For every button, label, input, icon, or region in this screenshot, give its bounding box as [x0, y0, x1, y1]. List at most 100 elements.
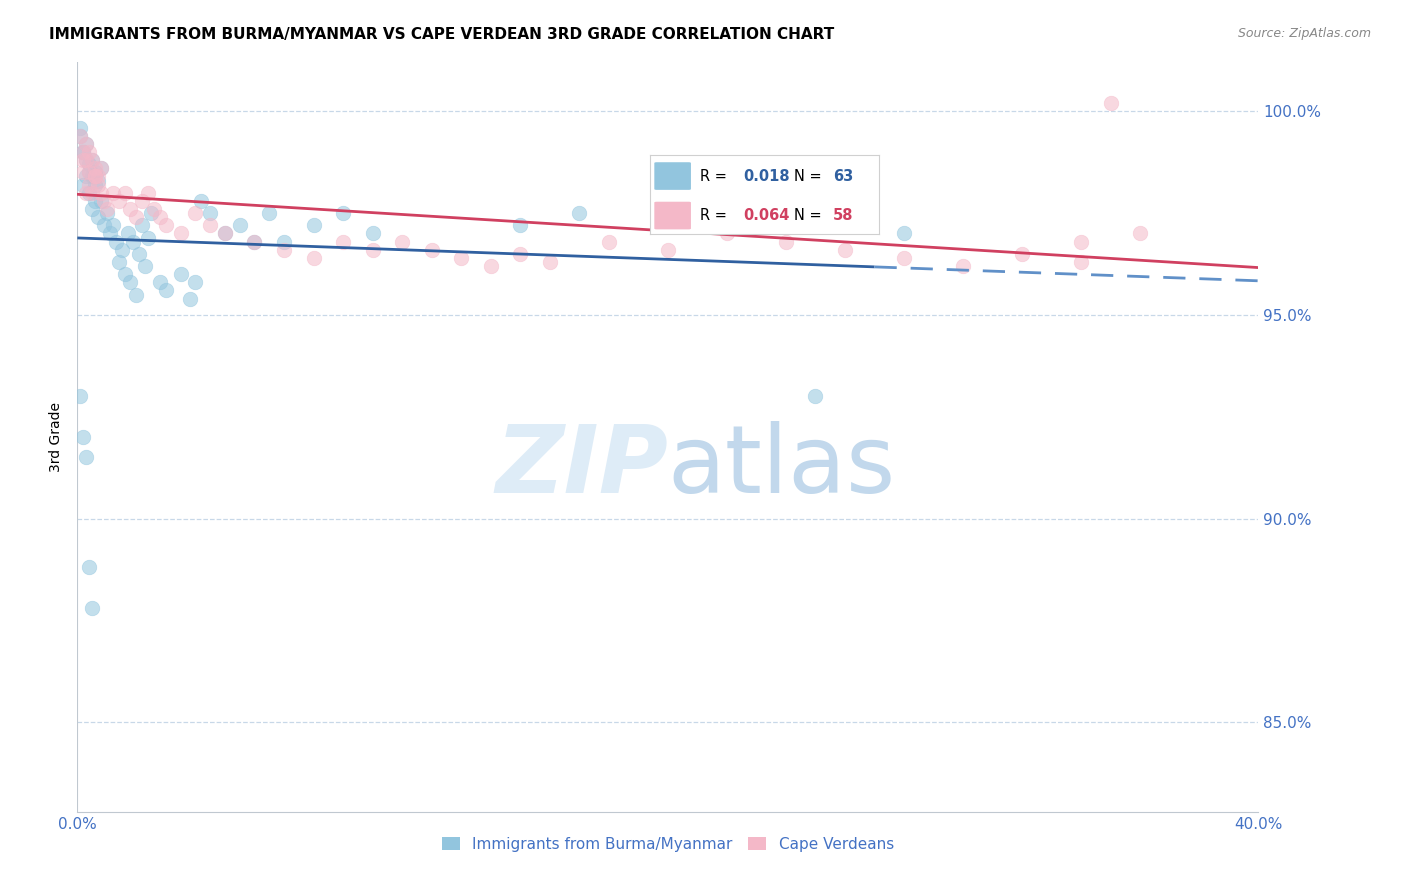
Point: [107, 255, 129, 269]
Point: [82, 601, 104, 615]
Text: atlas: atlas: [668, 421, 896, 513]
Point: [84, 161, 107, 176]
Text: 63: 63: [832, 169, 853, 184]
Point: [149, 210, 172, 224]
Point: [155, 219, 177, 233]
Point: [1099, 96, 1122, 111]
Point: [657, 219, 679, 233]
Point: [82, 169, 104, 184]
Point: [1129, 227, 1152, 241]
Point: [96, 202, 118, 216]
Point: [143, 202, 166, 216]
Point: [75, 153, 97, 168]
Point: [214, 227, 236, 241]
Point: [893, 251, 915, 265]
Point: [361, 243, 384, 257]
Point: [75, 450, 97, 465]
Point: [509, 219, 531, 233]
FancyBboxPatch shape: [654, 162, 690, 190]
Point: [114, 186, 136, 200]
Point: [72, 165, 94, 179]
Point: [98, 227, 121, 241]
Point: [273, 235, 295, 249]
Point: [107, 194, 129, 208]
Text: N =: N =: [794, 208, 821, 223]
Y-axis label: 3rd Grade: 3rd Grade: [49, 402, 63, 472]
Point: [136, 186, 159, 200]
Point: [82, 153, 104, 168]
Point: [87, 169, 110, 184]
Point: [538, 255, 561, 269]
Point: [243, 235, 266, 249]
Point: [141, 206, 163, 220]
Point: [450, 251, 472, 265]
Point: [657, 243, 679, 257]
Text: Source: ZipAtlas.com: Source: ZipAtlas.com: [1237, 27, 1371, 40]
Point: [84, 178, 107, 192]
Point: [200, 219, 222, 233]
Point: [90, 194, 112, 208]
Point: [170, 267, 193, 281]
Legend: Immigrants from Burma/Myanmar, Cape Verdeans: Immigrants from Burma/Myanmar, Cape Verd…: [436, 830, 900, 858]
Point: [568, 206, 591, 220]
Point: [190, 194, 212, 208]
Point: [214, 227, 236, 241]
Point: [179, 292, 201, 306]
Point: [90, 161, 112, 176]
Point: [77, 157, 100, 171]
Point: [77, 178, 100, 192]
Point: [101, 219, 124, 233]
Point: [273, 243, 295, 257]
Point: [131, 194, 153, 208]
Point: [120, 202, 142, 216]
Point: [155, 284, 177, 298]
Point: [111, 243, 132, 257]
Point: [149, 276, 172, 290]
Point: [75, 136, 97, 151]
Point: [184, 206, 207, 220]
Point: [69, 128, 91, 143]
Point: [84, 169, 107, 184]
Point: [1011, 247, 1033, 261]
Text: 0.064: 0.064: [744, 208, 790, 223]
Text: IMMIGRANTS FROM BURMA/MYANMAR VS CAPE VERDEAN 3RD GRADE CORRELATION CHART: IMMIGRANTS FROM BURMA/MYANMAR VS CAPE VE…: [49, 27, 834, 42]
Point: [893, 227, 915, 241]
Point: [716, 227, 738, 241]
Point: [952, 259, 974, 273]
Point: [1070, 255, 1092, 269]
Text: 0.018: 0.018: [744, 169, 790, 184]
Point: [834, 243, 856, 257]
Point: [131, 219, 153, 233]
Point: [77, 145, 100, 159]
Point: [72, 178, 94, 192]
Point: [77, 165, 100, 179]
Point: [228, 219, 252, 233]
Point: [96, 206, 118, 220]
Point: [332, 235, 354, 249]
Point: [75, 186, 97, 200]
Point: [136, 230, 159, 244]
Point: [72, 430, 94, 444]
Point: [120, 276, 142, 290]
Point: [391, 235, 413, 249]
Point: [114, 267, 136, 281]
FancyBboxPatch shape: [654, 202, 690, 229]
Point: [93, 219, 115, 233]
Point: [84, 169, 107, 184]
Point: [77, 165, 100, 179]
Point: [509, 247, 531, 261]
Point: [200, 206, 222, 220]
Point: [125, 210, 148, 224]
Point: [598, 235, 620, 249]
Point: [90, 161, 112, 176]
Point: [75, 136, 97, 151]
Point: [90, 186, 112, 200]
Point: [302, 219, 325, 233]
Point: [82, 153, 104, 168]
Text: R =: R =: [700, 208, 727, 223]
Point: [1070, 235, 1092, 249]
Point: [104, 235, 127, 249]
Point: [69, 389, 91, 403]
Point: [101, 186, 124, 200]
Point: [125, 287, 148, 301]
